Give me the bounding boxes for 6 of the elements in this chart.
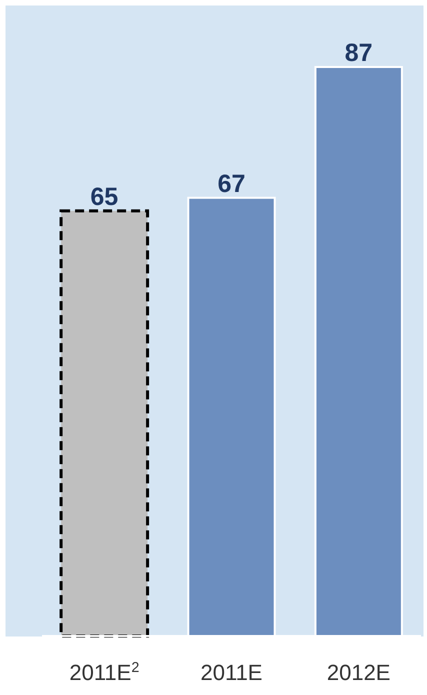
- x-tick-label: 2012E: [326, 660, 390, 685]
- data-label: 67: [218, 170, 246, 198]
- x-tick-label: 2011E: [200, 660, 262, 685]
- data-label: 65: [90, 182, 118, 211]
- data-label: 87: [344, 39, 373, 67]
- x-tick-label: 2011E$^{2}$: [69, 660, 140, 685]
